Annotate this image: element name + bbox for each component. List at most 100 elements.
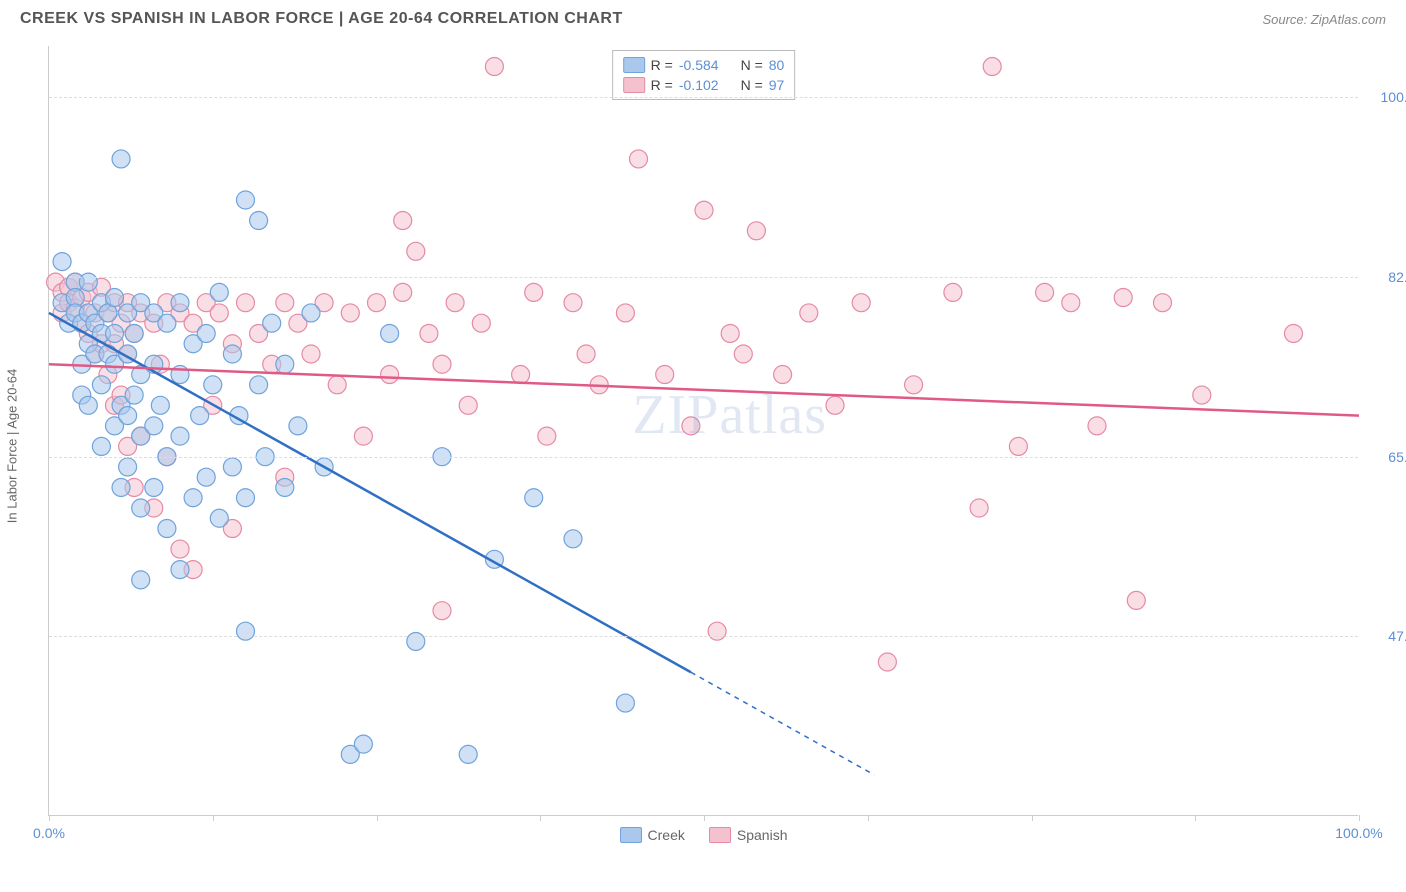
data-point: [446, 294, 464, 312]
data-point: [630, 150, 648, 168]
stat-n-label: N =: [741, 57, 763, 73]
data-point: [132, 571, 150, 589]
legend-swatch: [623, 57, 645, 73]
x-tick: [1032, 815, 1033, 821]
data-point: [433, 602, 451, 620]
data-point: [407, 242, 425, 260]
data-point: [564, 294, 582, 312]
scatter-plot-svg: [49, 46, 1358, 815]
data-point: [171, 540, 189, 558]
data-point: [695, 201, 713, 219]
data-point: [158, 520, 176, 538]
data-point: [656, 366, 674, 384]
data-point: [289, 417, 307, 435]
data-point: [1062, 294, 1080, 312]
data-point: [1009, 437, 1027, 455]
data-point: [525, 489, 543, 507]
correlation-legend: R =-0.584N =80R =-0.102N =97: [612, 50, 796, 100]
data-point: [381, 366, 399, 384]
stat-r-label: R =: [651, 57, 673, 73]
data-point: [197, 324, 215, 342]
data-point: [119, 458, 137, 476]
data-point: [983, 58, 1001, 76]
data-point: [191, 407, 209, 425]
data-point: [171, 294, 189, 312]
data-point: [368, 294, 386, 312]
data-point: [852, 294, 870, 312]
data-point: [79, 273, 97, 291]
chart-plot-area: R =-0.584N =80R =-0.102N =97 ZIPatlas Cr…: [48, 46, 1358, 816]
data-point: [112, 150, 130, 168]
stat-r-label: R =: [651, 77, 673, 93]
data-point: [125, 324, 143, 342]
x-tick: [1195, 815, 1196, 821]
data-point: [250, 376, 268, 394]
data-point: [734, 345, 752, 363]
legend-label: Spanish: [737, 827, 788, 843]
data-point: [237, 294, 255, 312]
data-point: [237, 489, 255, 507]
legend-stat-row: R =-0.102N =97: [623, 75, 785, 95]
data-point: [328, 376, 346, 394]
y-axis-label: In Labor Force | Age 20-64: [5, 369, 20, 523]
data-point: [210, 283, 228, 301]
data-point: [1088, 417, 1106, 435]
data-point: [381, 324, 399, 342]
data-point: [223, 458, 241, 476]
data-point: [210, 304, 228, 322]
data-point: [302, 345, 320, 363]
legend-item: Creek: [620, 827, 685, 843]
data-point: [250, 212, 268, 230]
legend-swatch: [623, 77, 645, 93]
data-point: [53, 253, 71, 271]
data-point: [79, 396, 97, 414]
data-point: [354, 735, 372, 753]
x-tick: [377, 815, 378, 821]
data-point: [1193, 386, 1211, 404]
stat-r-value: -0.102: [679, 77, 719, 93]
y-tick-label: 100.0%: [1368, 89, 1406, 105]
trend-line-extrapolated: [691, 672, 874, 775]
legend-stat-row: R = -0.584 N = 80: [623, 55, 785, 75]
data-point: [223, 345, 241, 363]
data-point: [125, 386, 143, 404]
data-point: [538, 427, 556, 445]
x-tick: [1359, 815, 1360, 821]
y-tick-label: 47.5%: [1368, 628, 1406, 644]
data-point: [1036, 283, 1054, 301]
data-point: [171, 561, 189, 579]
y-tick-label: 65.0%: [1368, 449, 1406, 465]
data-point: [237, 191, 255, 209]
data-point: [237, 622, 255, 640]
data-point: [210, 509, 228, 527]
data-point: [459, 745, 477, 763]
stat-r-value: -0.584: [679, 57, 719, 73]
data-point: [512, 366, 530, 384]
data-point: [485, 58, 503, 76]
data-point: [616, 304, 634, 322]
data-point: [145, 478, 163, 496]
legend-swatch: [709, 827, 731, 843]
data-point: [944, 283, 962, 301]
data-point: [263, 314, 281, 332]
data-point: [1114, 289, 1132, 307]
data-point: [106, 324, 124, 342]
data-point: [878, 653, 896, 671]
grid-line: [49, 636, 1358, 637]
data-point: [564, 530, 582, 548]
data-point: [682, 417, 700, 435]
grid-line: [49, 97, 1358, 98]
data-point: [92, 376, 110, 394]
data-point: [1127, 591, 1145, 609]
source-attribution: Source: ZipAtlas.com: [1262, 12, 1386, 27]
stat-n-label: N =: [741, 77, 763, 93]
x-tick-label: 100.0%: [1335, 825, 1382, 841]
data-point: [577, 345, 595, 363]
data-point: [354, 427, 372, 445]
data-point: [970, 499, 988, 517]
data-point: [92, 437, 110, 455]
data-point: [341, 304, 359, 322]
stat-n-value: 80: [769, 57, 785, 73]
y-tick-label: 82.5%: [1368, 269, 1406, 285]
data-point: [774, 366, 792, 384]
